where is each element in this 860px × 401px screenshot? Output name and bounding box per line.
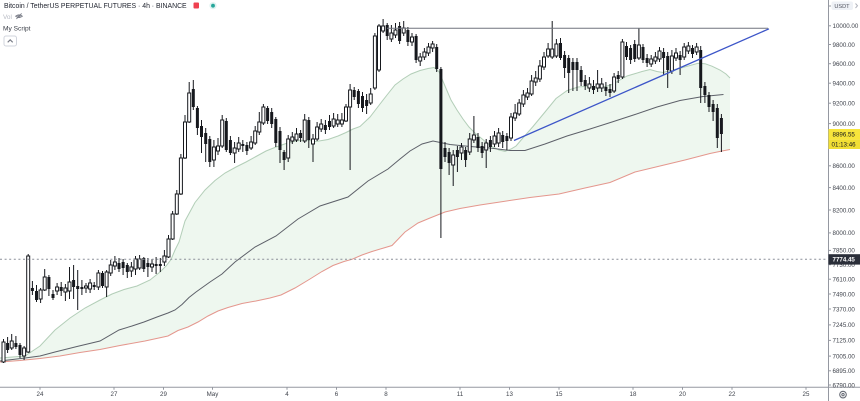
svg-text:8: 8 xyxy=(384,391,388,398)
svg-text:29: 29 xyxy=(160,391,167,398)
svg-text:USDT: USDT xyxy=(834,4,850,10)
svg-text:13: 13 xyxy=(506,391,513,398)
svg-text:25: 25 xyxy=(803,391,810,398)
svg-text:May: May xyxy=(207,391,220,398)
svg-text:Bitcoin / TetherUS PERPETUAL F: Bitcoin / TetherUS PERPETUAL FUTURES · 4… xyxy=(4,3,187,10)
svg-text:24: 24 xyxy=(37,391,44,398)
svg-text:8600.00: 8600.00 xyxy=(833,163,856,170)
svg-text:7370.00: 7370.00 xyxy=(833,306,856,313)
svg-text:7245.00: 7245.00 xyxy=(833,322,856,329)
svg-text:7490.00: 7490.00 xyxy=(833,291,856,298)
svg-text:01:13:46: 01:13:46 xyxy=(832,141,857,148)
svg-text:7005.00: 7005.00 xyxy=(833,353,856,360)
svg-text:15: 15 xyxy=(556,391,563,398)
svg-text:8896.55: 8896.55 xyxy=(833,132,856,139)
svg-text:18: 18 xyxy=(630,391,637,398)
svg-text:9800.00: 9800.00 xyxy=(833,42,856,49)
svg-text:8200.00: 8200.00 xyxy=(833,207,856,214)
svg-text:Vol: Vol xyxy=(3,14,12,21)
svg-text:8400.00: 8400.00 xyxy=(833,185,856,192)
svg-text:9600.00: 9600.00 xyxy=(833,61,856,68)
svg-text:4: 4 xyxy=(285,391,289,398)
svg-text:9000.00: 9000.00 xyxy=(833,121,856,128)
svg-text:7125.00: 7125.00 xyxy=(833,338,856,345)
svg-text:6790.00: 6790.00 xyxy=(833,382,856,389)
svg-text:6895.00: 6895.00 xyxy=(833,368,856,375)
svg-text:20: 20 xyxy=(679,391,686,398)
svg-text:27: 27 xyxy=(111,391,118,398)
svg-text:7850.00: 7850.00 xyxy=(833,248,856,255)
svg-text:9400.00: 9400.00 xyxy=(833,81,856,88)
svg-text:10000.00: 10000.00 xyxy=(833,23,859,30)
svg-text:7774.45: 7774.45 xyxy=(833,257,856,264)
svg-text:7610.00: 7610.00 xyxy=(833,277,856,284)
svg-text:11: 11 xyxy=(457,391,464,398)
svg-text:My Script: My Script xyxy=(3,26,31,33)
svg-text:6: 6 xyxy=(335,391,339,398)
svg-text:7730.00: 7730.00 xyxy=(833,262,856,269)
svg-text:22: 22 xyxy=(729,391,736,398)
svg-text:8000.00: 8000.00 xyxy=(833,230,856,237)
svg-text:9200.00: 9200.00 xyxy=(833,101,856,108)
